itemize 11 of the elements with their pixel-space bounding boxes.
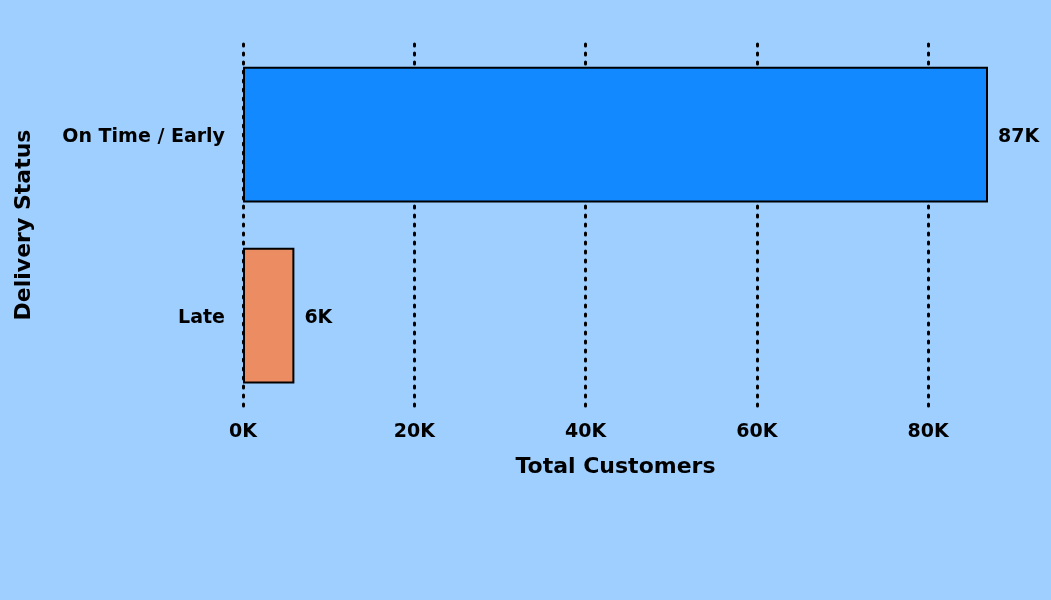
data-label: 6K xyxy=(304,304,334,327)
x-tick-label: 20K xyxy=(393,418,437,441)
x-tick-label: 60K xyxy=(736,418,779,441)
x-tick-label: 40K xyxy=(564,418,608,441)
x-tick-label: 0K xyxy=(229,418,259,441)
y-axis-title: Delivery Status xyxy=(9,129,35,321)
x-tick-label: 80K xyxy=(907,418,950,441)
y-tick-label: Late xyxy=(178,304,225,327)
x-axis-title: Total Customers xyxy=(515,452,716,478)
data-label: 87K xyxy=(998,123,1041,146)
y-tick-label: On Time / Early xyxy=(62,123,226,146)
